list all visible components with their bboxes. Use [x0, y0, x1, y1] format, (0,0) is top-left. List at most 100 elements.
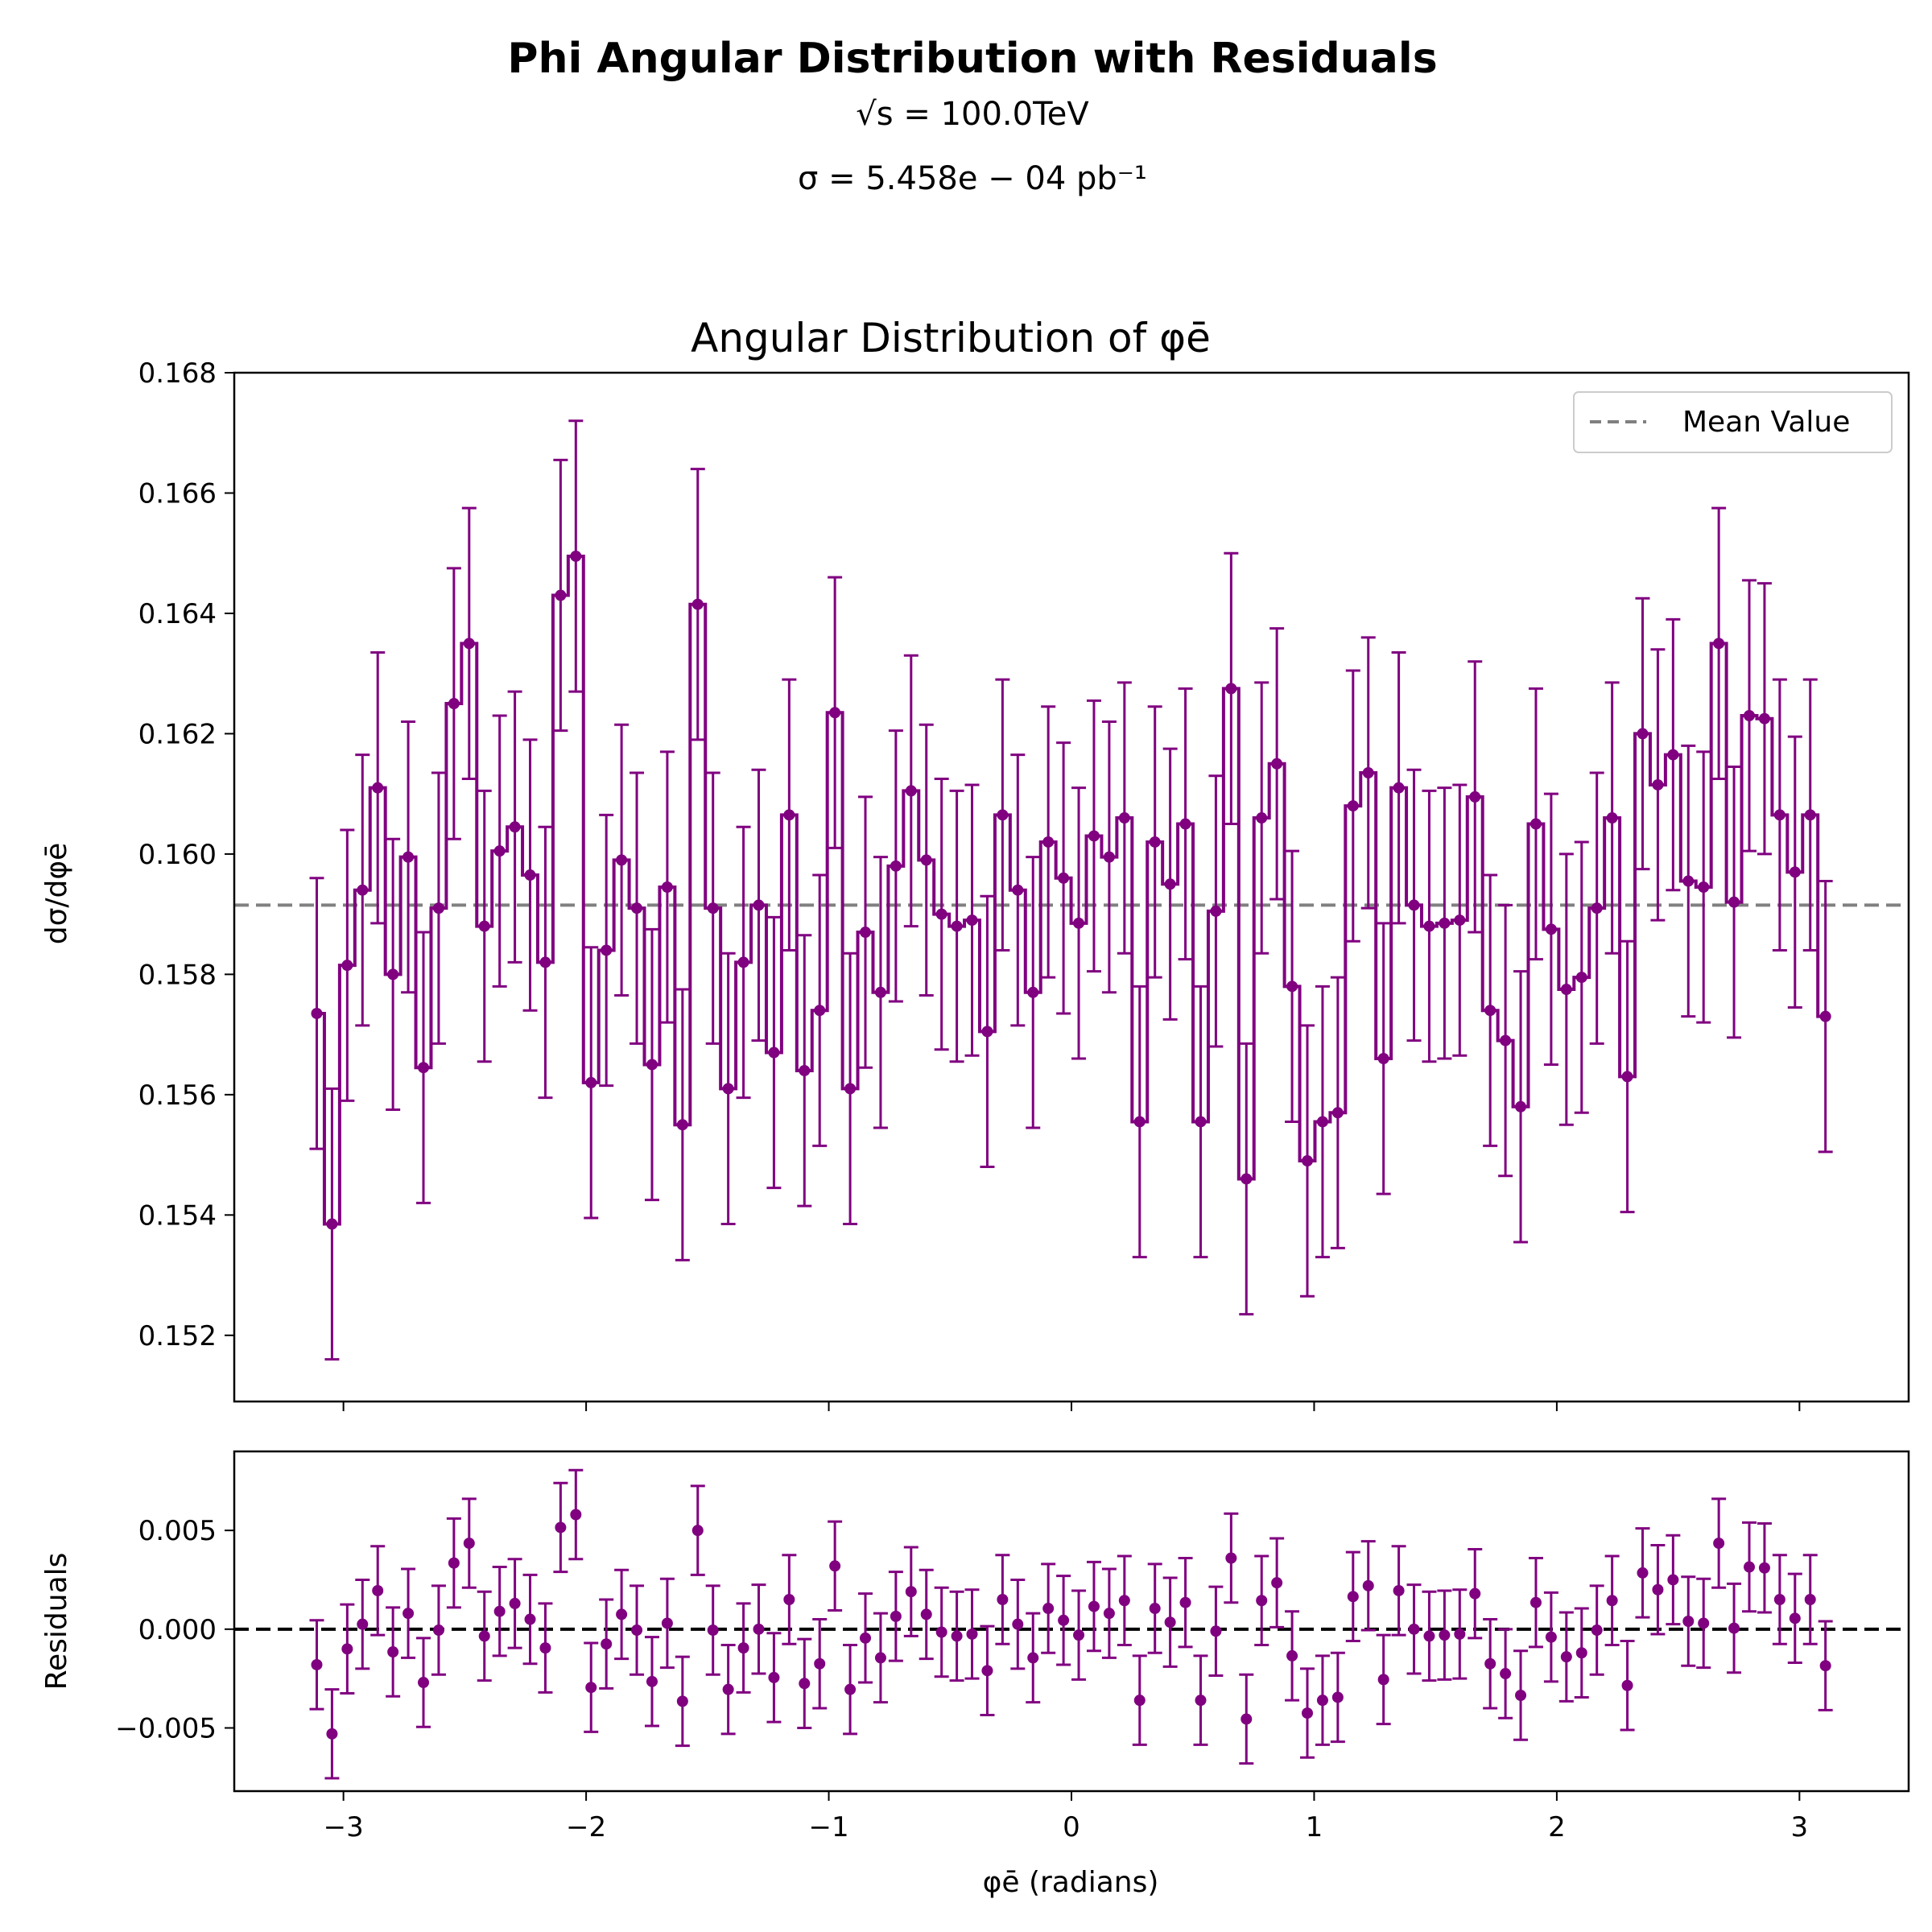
residuals-y-ticks: −0.005 0.000 0.005 — [115, 1515, 234, 1744]
data-point — [1271, 758, 1283, 770]
data-point — [616, 854, 628, 866]
data-point — [1256, 812, 1268, 824]
residual-point — [1667, 1574, 1679, 1586]
data-point — [814, 1005, 826, 1017]
residual-point — [783, 1594, 795, 1606]
data-point — [448, 698, 460, 710]
x-tick-label: −2 — [566, 1811, 606, 1843]
residual-point — [1241, 1713, 1253, 1725]
residual-point — [341, 1643, 353, 1655]
data-point — [966, 914, 978, 927]
residual-point — [1500, 1668, 1512, 1680]
residual-point — [1408, 1623, 1420, 1635]
data-point — [874, 986, 886, 998]
residual-point — [387, 1646, 399, 1658]
y-tick-label: 0.152 — [138, 1320, 217, 1352]
residual-point — [432, 1624, 444, 1637]
data-point — [357, 884, 369, 896]
data-point — [1316, 1116, 1328, 1128]
residual-point — [311, 1658, 323, 1670]
residual-point — [1271, 1577, 1283, 1589]
y-tick-label: 0.164 — [138, 598, 217, 630]
residual-point — [1439, 1629, 1451, 1641]
data-point — [1210, 905, 1222, 917]
data-point — [524, 869, 536, 881]
y-tick-label: 0.154 — [138, 1199, 217, 1232]
residual-point — [1286, 1649, 1298, 1662]
residual-point — [1423, 1630, 1435, 1642]
main-y-ticks: 0.152 0.154 0.156 0.158 0.160 0.162 0.164 0.166… — [138, 357, 234, 1352]
residual-point — [1225, 1552, 1237, 1564]
residuals-x-ticks: −3 −2 −1 0 1 2 3 — [324, 1791, 1808, 1843]
data-point — [981, 1026, 993, 1038]
residuals-y-label: Residuals — [40, 1553, 73, 1690]
residual-point — [1530, 1596, 1542, 1608]
data-point — [1621, 1071, 1633, 1083]
data-point — [890, 860, 902, 872]
data-point — [844, 1083, 857, 1095]
residual-point — [448, 1557, 460, 1569]
data-point — [1560, 984, 1572, 996]
residual-point — [1606, 1595, 1618, 1607]
data-point — [691, 598, 704, 610]
data-point — [1408, 899, 1420, 911]
data-point — [1591, 902, 1603, 914]
residual-point — [1469, 1587, 1481, 1600]
data-point — [737, 956, 749, 968]
residual-point — [676, 1695, 688, 1707]
y-tick-label: 0.156 — [138, 1080, 217, 1112]
data-point — [646, 1059, 658, 1071]
residuals-panel: −0.005 0.000 0.005 −3 −2 −1 0 1 2 3 Residuals φē… — [40, 1450, 1910, 1899]
y-tick-label: 0.005 — [138, 1515, 217, 1547]
residual-point — [890, 1610, 902, 1622]
x-axis-label: φē (radians) — [983, 1866, 1159, 1899]
residual-point — [905, 1586, 917, 1598]
data-point — [463, 638, 475, 650]
x-tick-label: 0 — [1063, 1811, 1080, 1843]
data-point — [1347, 800, 1359, 812]
data-point — [1195, 1116, 1207, 1128]
y-tick-label: 0.168 — [138, 357, 217, 390]
data-point — [1758, 712, 1770, 724]
residual-point — [1149, 1603, 1161, 1615]
residual-point — [1773, 1594, 1785, 1606]
data-point — [1698, 881, 1710, 893]
data-point — [509, 821, 521, 833]
data-point — [1241, 1173, 1253, 1185]
data-point — [1728, 896, 1740, 908]
data-point — [1713, 638, 1725, 650]
data-point — [387, 968, 399, 980]
residual-point — [1560, 1651, 1572, 1663]
data-point — [905, 785, 917, 797]
data-point — [585, 1076, 597, 1088]
data-point — [311, 1007, 323, 1019]
data-point — [1302, 1155, 1314, 1167]
data-point — [418, 1062, 430, 1074]
data-point — [341, 960, 353, 972]
data-point — [1484, 1005, 1496, 1017]
residual-point — [646, 1675, 658, 1687]
residual-point — [555, 1521, 567, 1534]
data-point — [1515, 1100, 1527, 1113]
residual-point — [935, 1626, 947, 1638]
data-point — [1667, 749, 1679, 761]
residual-point — [418, 1677, 430, 1689]
residual-point — [402, 1608, 415, 1620]
residual-point — [1621, 1679, 1633, 1691]
residual-point — [1027, 1652, 1039, 1664]
residual-point — [860, 1632, 872, 1644]
data-point — [1058, 872, 1070, 884]
residual-point — [1652, 1583, 1664, 1596]
residual-point — [920, 1608, 932, 1620]
residual-point — [1302, 1707, 1314, 1719]
data-point — [372, 782, 384, 794]
residual-point — [1347, 1591, 1359, 1603]
data-point — [997, 809, 1009, 821]
legend: Mean Value — [1573, 391, 1893, 453]
data-point — [707, 902, 719, 914]
residual-point — [570, 1509, 582, 1521]
data-point — [722, 1083, 734, 1095]
residual-point — [753, 1623, 765, 1635]
data-point — [768, 1046, 780, 1059]
